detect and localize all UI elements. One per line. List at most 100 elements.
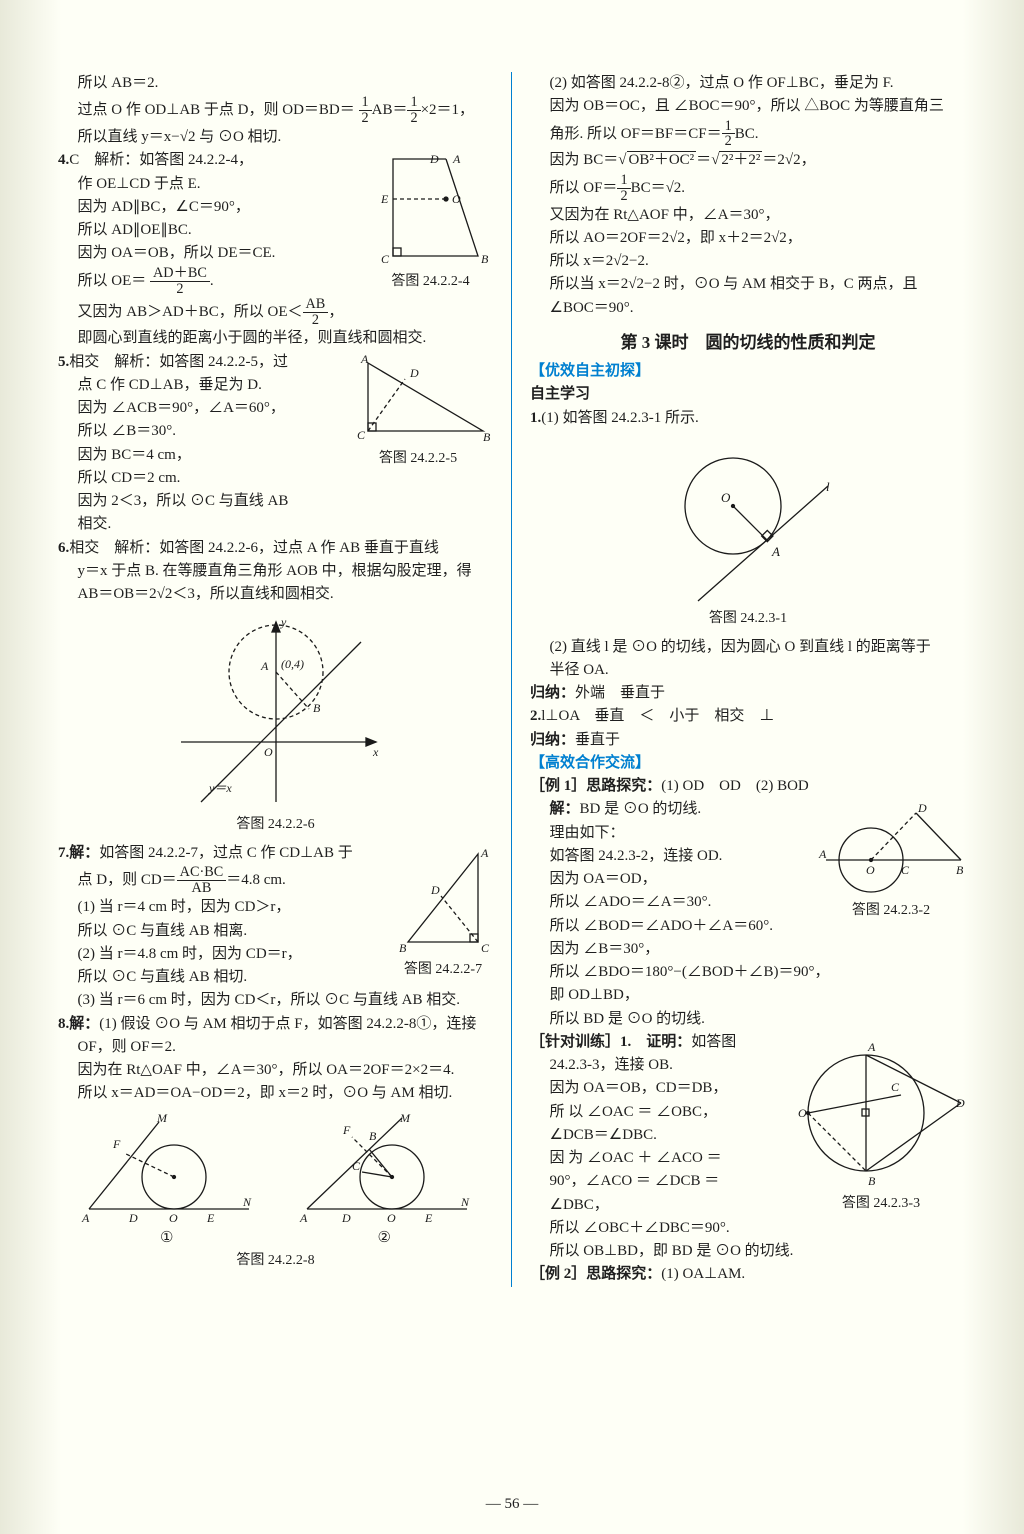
- q8f1-F: F: [112, 1137, 121, 1151]
- f233-B: B: [868, 1174, 876, 1188]
- lbl5-B: B: [483, 430, 491, 444]
- two-column-layout: 所以 AB＝2. 过点 O 作 OD⊥AB 于点 D，则 OD＝BD＝ 12AB…: [40, 72, 984, 1287]
- fig7-cap: 答图 24.2.2-7: [393, 959, 493, 981]
- ex1-ans-head: 解：: [550, 801, 580, 817]
- f232-O: O: [866, 863, 875, 877]
- q6-line: y＝x: [208, 781, 232, 795]
- line-tangent: 所以直线 y＝x−√2 与 ⊙O 相切.: [58, 126, 493, 149]
- q8f1-A: A: [81, 1211, 90, 1225]
- r-induct2: 归纳：垂直于: [530, 729, 966, 752]
- g-i2: 垂直于: [575, 732, 620, 748]
- tr1: A C D O B 答图 24.2.3-3 ［针对训练］1. 证明：如答图 24…: [530, 1031, 966, 1264]
- lbl-B: B: [481, 252, 489, 266]
- frac-ab2: AB2: [303, 297, 329, 328]
- line-od: 过点 O 作 OD⊥AB 于点 D，则 OD＝BD＝ 12AB＝12×2＝1，: [58, 95, 493, 126]
- q7-l5: (3) 当 r＝6 cm 时，因为 CD＜r，所以 ⊙C 与直线 AB 相交.: [58, 989, 493, 1012]
- r-p2g: 所以 AO＝2OF＝2√2，即 x＋2＝2√2，: [530, 227, 966, 250]
- q5-num: 5.: [58, 354, 69, 370]
- fig4-cap: 答图 24.2.2-4: [368, 271, 493, 293]
- lbl7-C: C: [481, 941, 490, 955]
- r-p2d-c: ＝2√2，: [762, 152, 815, 168]
- lbl7-A: A: [480, 846, 489, 860]
- q4-tail2: ，: [328, 303, 343, 319]
- sec-b: 【高效合作交流】: [530, 752, 966, 775]
- r-p2c: 角形. 所以 OF＝BF＝CF＝12BC.: [530, 119, 966, 150]
- frac-half-r: 12: [722, 119, 735, 150]
- page: 所以 AB＝2. 过点 O 作 OD⊥AB 于点 D，则 OD＝BD＝ 12AB…: [0, 0, 1024, 1534]
- q6-Acoord: (0,4): [281, 657, 304, 671]
- r-q2-body: l⊥OA 垂直 ＜ 小于 相交 ⊥: [541, 708, 774, 724]
- q8-fig2-wrap: M F B C N A D O E ②: [297, 1112, 472, 1250]
- q8-num: 8.: [58, 1016, 69, 1032]
- q8f2-A: A: [299, 1211, 308, 1225]
- q8-head: 解：: [69, 1016, 99, 1032]
- r-q1-2a: (2) 直线 l 是 ⊙O 的切线，因为圆心 O 到直线 l 的距离等于: [530, 636, 966, 659]
- lbl5-C: C: [357, 428, 366, 442]
- fig-24-2-2-5: A D C B 答图 24.2.2-5: [343, 353, 493, 470]
- q5-t1: 如答图 24.2.2-5，过: [159, 354, 288, 370]
- sec-a: 【优效自主初探】: [530, 360, 966, 383]
- r-q2: 2.l⊥OA 垂直 ＜ 小于 相交 ⊥: [530, 705, 966, 728]
- fig-24-2-3-2: A O C B D 答图 24.2.3-2: [816, 800, 966, 922]
- ex2-body: (1) OA⊥AM.: [661, 1266, 745, 1282]
- q5-ans: 相交: [69, 354, 99, 370]
- f232-D: D: [917, 801, 927, 815]
- fig6-cap: 答图 24.2.2-6: [58, 814, 493, 836]
- ex1-l6: 因为 ∠B＝30°，: [530, 938, 966, 961]
- left-column: 所以 AB＝2. 过点 O 作 OD⊥AB 于点 D，则 OD＝BD＝ 12AB…: [40, 72, 512, 1287]
- lbl5-A: A: [360, 353, 369, 366]
- q8f2-N: N: [460, 1195, 470, 1209]
- q5-label: 解析：: [114, 354, 159, 370]
- q6-t1: 如答图 24.2.2-6，过点 A 作 AB 垂直于直线: [159, 540, 439, 556]
- q8f1-O: O: [169, 1211, 178, 1225]
- q8-p1: (1) 假设 ⊙O 与 AM 相切于点 F，如答图 24.2.2-8①，连接: [99, 1016, 476, 1032]
- fig233-cap: 答图 24.2.3-3: [796, 1193, 966, 1215]
- q4-after-frac: .: [210, 273, 214, 289]
- r-p2c-suf: BC.: [735, 125, 759, 141]
- tr1-l8: 所以 ∠OBC＋∠DBC＝90°.: [530, 1217, 966, 1240]
- r-p2e-a: 所以 OF＝: [550, 180, 618, 196]
- q8-p3: 因为在 Rt△OAF 中，∠A＝30°，所以 OA＝2OF＝2×2＝4.: [58, 1059, 493, 1082]
- r-p2e: 所以 OF＝12BC＝√2.: [530, 173, 966, 204]
- lbl-E: E: [380, 192, 389, 206]
- fig-24-2-2-4: D A E O C B 答图 24.2.2-4: [368, 151, 493, 293]
- q8-p2: OF，则 OF＝2.: [58, 1036, 493, 1059]
- q4-label: 解析：: [94, 152, 139, 168]
- line-ab: 所以 AB＝2.: [58, 72, 493, 95]
- q8f2-C: C: [352, 1159, 361, 1173]
- q7: A D B C 答图 24.2.2-7 7.解：如答图 24.2.2-7，过点 …: [58, 842, 493, 1012]
- ex1: A O C B D 答图 24.2.3-2 解：BD 是 ⊙O 的切线. 理由如…: [530, 798, 966, 1031]
- fig-24-2-2-7: A D B C 答图 24.2.2-7: [393, 844, 493, 981]
- q6: 6.相交 解析：如答图 24.2.2-6，过点 A 作 AB 垂直于直线 y＝x…: [58, 537, 493, 836]
- q8-fig1-wrap: M F N A D O E ①: [79, 1112, 254, 1250]
- q6-t3: AB＝OB＝2√2＜3，所以直线和圆相交.: [58, 583, 493, 606]
- fig-24-2-3-3: A C D O B 答图 24.2.3-3: [796, 1033, 966, 1215]
- q8f1-N: N: [242, 1195, 252, 1209]
- r-q1: 1.(1) 如答图 24.2.3-1 所示.: [530, 407, 966, 430]
- ex2-row: ［例 2］思路探究：(1) OA⊥AM.: [530, 1263, 966, 1286]
- f231-A: A: [771, 544, 780, 559]
- lbl5-D: D: [409, 366, 419, 380]
- f233-C: C: [891, 1080, 900, 1094]
- frac-half: 12: [407, 95, 420, 126]
- r-q1-1: (1) 如答图 24.2.3-1 所示.: [541, 410, 699, 426]
- q8f1-M: M: [156, 1112, 168, 1125]
- f231-l: l: [826, 479, 830, 494]
- q5-l4: 所以 CD＝2 cm.: [58, 467, 493, 490]
- r-p2d: 因为 BC＝√OB²＋OC²＝√2²＋2²＝2√2，: [530, 149, 966, 172]
- ex1-blk: (1) OD OD (2) BOD: [661, 778, 808, 794]
- q8f1-D: D: [128, 1211, 138, 1225]
- q6-label: 解析：: [114, 540, 159, 556]
- f232-A: A: [818, 847, 827, 861]
- r-p2i: 所以当 x＝2√2−2 时，⊙O 与 AM 相交于 B，C 两点，且: [530, 273, 966, 296]
- q8f1-E: E: [206, 1211, 215, 1225]
- q4-tail3: 即圆心到直线的距离小于圆的半径，则直线和圆相交.: [58, 327, 493, 350]
- q7-t2a: 点 D，则 CD＝: [78, 872, 177, 888]
- sec-a-sub: 自主学习: [530, 383, 966, 406]
- line-od-text: 过点 O 作 OD⊥AB 于点 D，则 OD＝BD＝: [78, 102, 355, 118]
- q8-figs: M F N A D O E ①: [58, 1112, 493, 1250]
- q8-sub2: ②: [297, 1227, 472, 1250]
- lbl-C: C: [381, 252, 390, 266]
- f232-C: C: [901, 863, 910, 877]
- q4-l4-txt: 所以 OE＝: [78, 273, 147, 289]
